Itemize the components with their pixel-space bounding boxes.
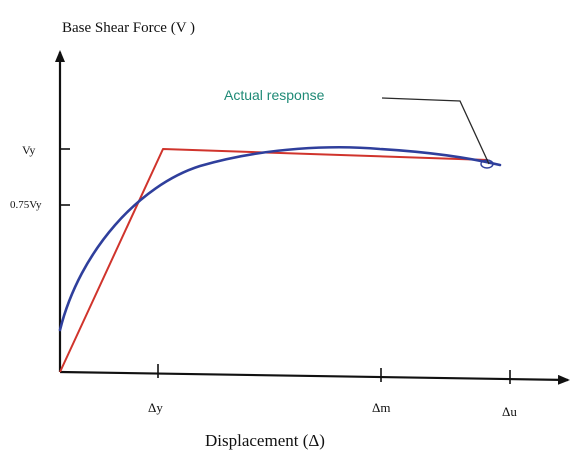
x-axis-label: Displacement (Δ) — [205, 431, 325, 450]
annotation-label: Actual response — [224, 87, 325, 103]
y-tick-vy-label: Vy — [22, 143, 35, 157]
chart-title: Base Shear Force (V ) — [62, 20, 195, 36]
annotation-leader-line — [381, 97, 490, 165]
actual-response-curve — [58, 145, 502, 332]
x-axis — [59, 370, 570, 385]
x-tick-dm-label: Δm — [372, 400, 390, 415]
y-tick-075vy-label: 0.75Vy — [10, 199, 42, 211]
bilinear-idealization-line — [59, 148, 489, 373]
x-tick-dy-label: Δy — [148, 400, 163, 415]
x-tick-du-label: Δu — [502, 404, 517, 419]
